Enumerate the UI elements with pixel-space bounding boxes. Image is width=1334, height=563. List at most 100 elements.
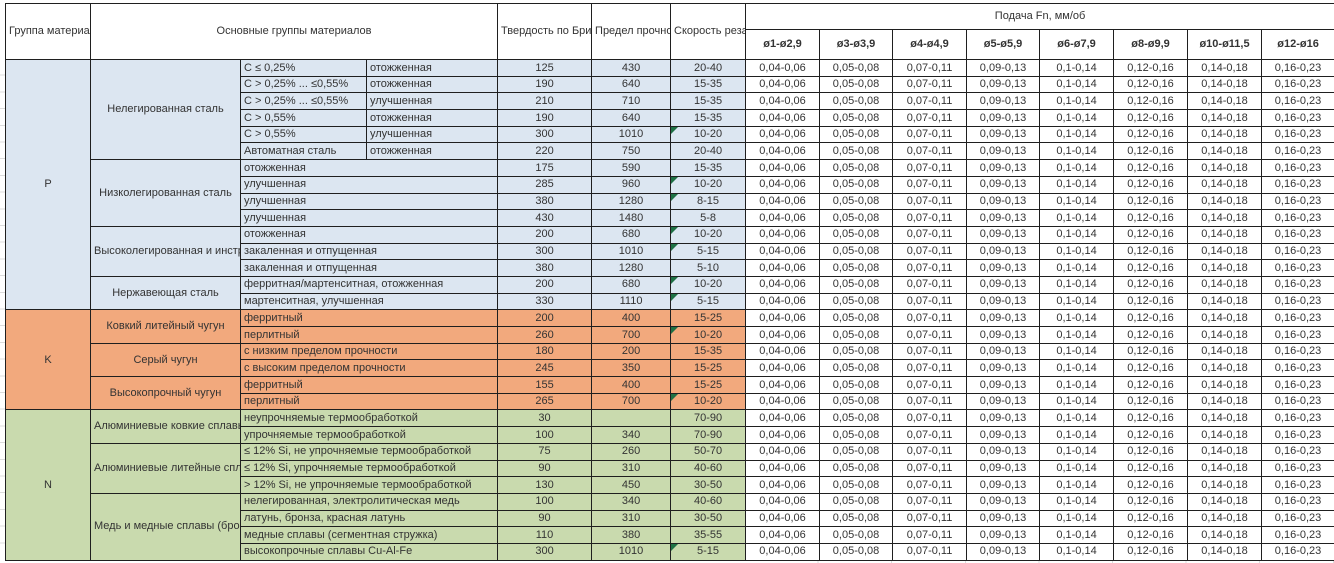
feed-cell[interactable]: 0,14-0,18: [1187, 259, 1263, 277]
feed-cell[interactable]: 0,14-0,18: [1187, 92, 1263, 111]
hb-cell[interactable]: 200: [497, 275, 593, 294]
condition-cell[interactable]: > 12% Si, не упрочняемые термообработкой: [239, 476, 499, 494]
feed-cell[interactable]: 0,04-0,06: [745, 542, 821, 561]
condition-cell[interactable]: перлитный: [239, 326, 499, 344]
feed-cell[interactable]: 0,05-0,08: [819, 75, 894, 94]
feed-cell[interactable]: 0,14-0,18: [1187, 192, 1263, 211]
hb-cell[interactable]: 175: [497, 159, 593, 177]
feed-cell[interactable]: 0,1-0,14: [1039, 476, 1115, 494]
feed-cell[interactable]: 0,12-0,16: [1113, 292, 1189, 311]
condition-cell-2[interactable]: отожженная: [365, 109, 499, 127]
feed-cell[interactable]: 0,07-0,11: [892, 509, 968, 528]
feed-cell[interactable]: 0,1-0,14: [1039, 109, 1115, 127]
feed-cell[interactable]: 0,09-0,13: [966, 492, 1041, 511]
feed-cell[interactable]: 0,14-0,18: [1187, 75, 1263, 94]
feed-cell[interactable]: 0,16-0,23: [1261, 275, 1334, 294]
hb-cell[interactable]: 190: [497, 109, 593, 127]
feed-cell[interactable]: 0,1-0,14: [1039, 59, 1115, 77]
condition-cell[interactable]: C > 0,25% ... ≤0,55%: [240, 75, 367, 94]
rm-cell[interactable]: 710: [591, 92, 672, 111]
feed-cell[interactable]: 0,12-0,16: [1113, 142, 1189, 161]
feed-cell[interactable]: 0,1-0,14: [1039, 309, 1115, 327]
vc-cell[interactable]: 10-20: [670, 275, 747, 294]
feed-cell[interactable]: 0,04-0,06: [745, 125, 821, 144]
feed-cell[interactable]: 0,12-0,16: [1113, 392, 1189, 411]
feed-cell[interactable]: 0,16-0,23: [1261, 59, 1334, 77]
feed-cell[interactable]: 0,12-0,16: [1113, 342, 1189, 361]
feed-cell[interactable]: 0,04-0,06: [745, 242, 821, 261]
col-header-strength-rm[interactable]: Предел прочности Rm, Н/мм2: [591, 3, 672, 60]
feed-cell[interactable]: 0,04-0,06: [745, 326, 821, 344]
feed-cell[interactable]: 0,04-0,06: [745, 526, 821, 544]
feed-cell[interactable]: 0,07-0,11: [892, 59, 968, 77]
feed-cell[interactable]: 0,1-0,14: [1039, 342, 1115, 361]
rm-cell[interactable]: 750: [591, 142, 672, 161]
condition-cell[interactable]: C > 0,55%: [240, 125, 367, 144]
rm-cell[interactable]: 700: [591, 326, 672, 344]
vc-cell[interactable]: 15-35: [670, 75, 747, 94]
feed-cell[interactable]: 0,07-0,11: [892, 109, 968, 127]
feed-cell[interactable]: 0,12-0,16: [1113, 125, 1189, 144]
feed-cell[interactable]: 0,04-0,06: [745, 492, 821, 511]
rm-cell[interactable]: 310: [591, 509, 672, 528]
hb-cell[interactable]: 285: [497, 175, 593, 194]
feed-cell[interactable]: 0,16-0,23: [1261, 476, 1334, 494]
condition-cell[interactable]: улучшенная: [239, 192, 499, 211]
hb-cell[interactable]: 430: [497, 209, 593, 227]
rm-cell[interactable]: 1110: [591, 292, 672, 311]
col-header-cutting-speed-vc[interactable]: Скорость резания Vc, м/мин: [670, 3, 747, 60]
vc-cell[interactable]: 15-25: [670, 376, 747, 394]
subgroup-cell[interactable]: Высокопрочный чугун: [90, 376, 241, 411]
feed-cell[interactable]: 0,14-0,18: [1187, 59, 1263, 77]
feed-cell[interactable]: 0,05-0,08: [819, 326, 894, 344]
feed-cell[interactable]: 0,14-0,18: [1187, 542, 1263, 561]
feed-cell[interactable]: 0,04-0,06: [745, 142, 821, 161]
feed-cell[interactable]: 0,05-0,08: [819, 225, 894, 244]
feed-cell[interactable]: 0,04-0,06: [745, 376, 821, 394]
feed-cell[interactable]: 0,05-0,08: [819, 476, 894, 494]
hb-cell[interactable]: 380: [497, 259, 593, 277]
feed-cell[interactable]: 0,1-0,14: [1039, 392, 1115, 411]
hb-cell[interactable]: 125: [497, 59, 593, 77]
feed-cell[interactable]: 0,09-0,13: [966, 359, 1041, 378]
feed-cell[interactable]: 0,09-0,13: [966, 442, 1041, 461]
feed-cell[interactable]: 0,07-0,11: [892, 292, 968, 311]
feed-cell[interactable]: 0,16-0,23: [1261, 542, 1334, 561]
feed-cell[interactable]: 0,05-0,08: [819, 59, 894, 77]
feed-cell[interactable]: 0,05-0,08: [819, 392, 894, 411]
feed-cell[interactable]: 0,05-0,08: [819, 292, 894, 311]
feed-cell[interactable]: 0,09-0,13: [966, 242, 1041, 261]
hb-cell[interactable]: 265: [497, 392, 593, 411]
vc-cell[interactable]: 5-10: [670, 259, 747, 277]
feed-cell[interactable]: 0,1-0,14: [1039, 526, 1115, 544]
subgroup-cell[interactable]: Серый чугун: [90, 342, 241, 378]
feed-cell[interactable]: 0,14-0,18: [1187, 509, 1263, 528]
hb-cell[interactable]: 200: [497, 309, 593, 327]
feed-cell[interactable]: 0,07-0,11: [892, 409, 968, 428]
feed-cell[interactable]: 0,05-0,08: [819, 359, 894, 378]
feed-cell[interactable]: 0,05-0,08: [819, 426, 894, 444]
rm-cell[interactable]: 430: [591, 59, 672, 77]
condition-cell[interactable]: отожженная: [239, 159, 499, 177]
feed-cell[interactable]: 0,05-0,08: [819, 175, 894, 194]
feed-cell[interactable]: 0,12-0,16: [1113, 359, 1189, 378]
feed-cell[interactable]: 0,07-0,11: [892, 526, 968, 544]
vc-cell[interactable]: 15-25: [670, 359, 747, 378]
feed-cell[interactable]: 0,1-0,14: [1039, 192, 1115, 211]
feed-cell[interactable]: 0,12-0,16: [1113, 109, 1189, 127]
feed-cell[interactable]: 0,14-0,18: [1187, 225, 1263, 244]
hb-cell[interactable]: 300: [497, 542, 593, 561]
feed-cell[interactable]: 0,1-0,14: [1039, 459, 1115, 478]
feed-cell[interactable]: 0,14-0,18: [1187, 159, 1263, 177]
feed-cell[interactable]: 0,16-0,23: [1261, 409, 1334, 428]
feed-cell[interactable]: 0,04-0,06: [745, 75, 821, 94]
feed-cell[interactable]: 0,07-0,11: [892, 209, 968, 227]
feed-cell[interactable]: 0,1-0,14: [1039, 275, 1115, 294]
feed-cell[interactable]: 0,04-0,06: [745, 92, 821, 111]
feed-cell[interactable]: 0,09-0,13: [966, 526, 1041, 544]
vc-cell[interactable]: 40-60: [670, 459, 747, 478]
feed-cell[interactable]: 0,1-0,14: [1039, 75, 1115, 94]
feed-cell[interactable]: 0,12-0,16: [1113, 376, 1189, 394]
feed-cell[interactable]: 0,04-0,06: [745, 292, 821, 311]
feed-cell[interactable]: 0,16-0,23: [1261, 259, 1334, 277]
